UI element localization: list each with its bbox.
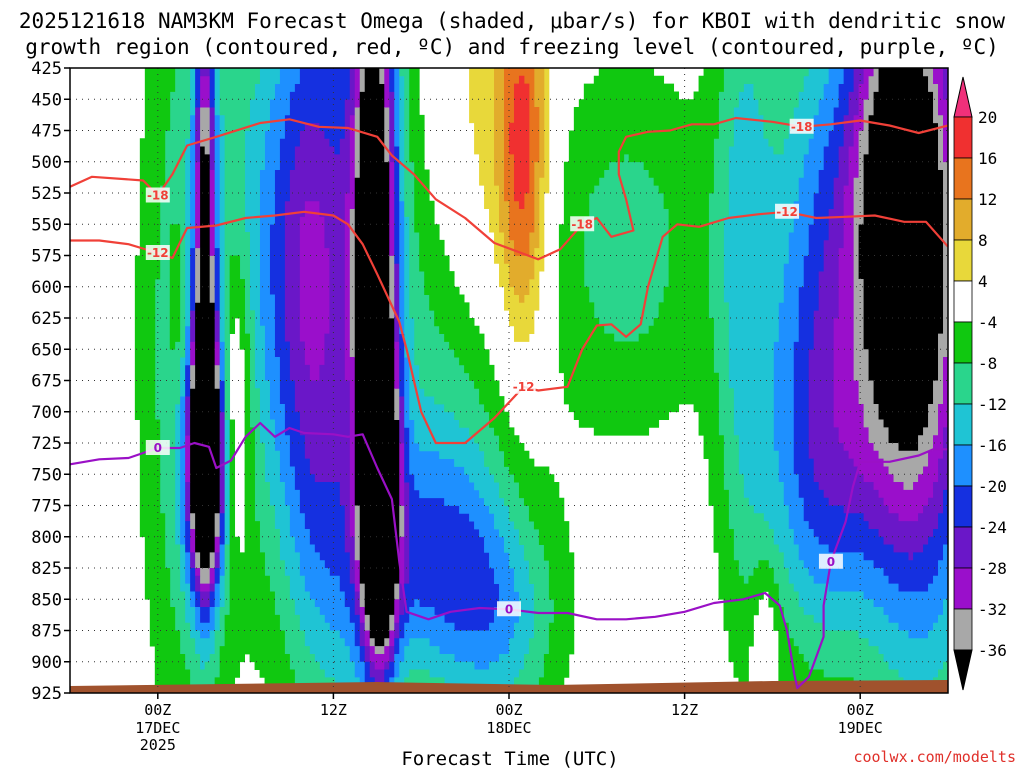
colorbar-label-11: -28 <box>978 559 1007 578</box>
omega-bin-3 <box>184 68 949 686</box>
x-tick-label-12: 12Z <box>320 701 347 719</box>
colorbar-label-3: 8 <box>978 231 988 250</box>
y-tick-label-750: 750 <box>31 465 62 485</box>
omega-bin-0 <box>189 68 944 647</box>
isotherm-0-label-2: 0 <box>827 555 835 569</box>
isotherm--12-label-bg-1 <box>511 378 536 394</box>
y-tick-label-650: 650 <box>31 340 62 360</box>
colorbar-bin-5 <box>953 444 973 487</box>
isotherm-0-label-1: 0 <box>505 602 513 616</box>
y-tick-label-925: 925 <box>31 684 62 704</box>
colorbar-bin-13 <box>953 116 973 159</box>
omega-bin-7 <box>154 68 949 694</box>
y-tick-label-700: 700 <box>31 403 62 423</box>
colorbar-label-12: -32 <box>978 600 1007 619</box>
colorbar-bin-11 <box>953 198 973 241</box>
x-tick-date-24: 18DEC <box>486 719 531 737</box>
credit-link[interactable]: coolwx.com/modelts <box>853 748 1016 766</box>
isotherm-0-label-0: 0 <box>154 441 162 455</box>
omega-bin-13 <box>509 75 530 210</box>
isotherm--18-label-bg-1 <box>570 216 595 232</box>
y-tick-label-775: 775 <box>31 497 62 517</box>
y-tick-label-850: 850 <box>31 590 62 610</box>
colorbar-label-4: 4 <box>978 272 988 291</box>
colorbar-arrow-top <box>953 76 973 118</box>
y-tick-label-900: 900 <box>31 653 62 673</box>
omega-bin-11 <box>494 68 545 303</box>
y-tick-label-875: 875 <box>31 622 62 642</box>
y-tick-label-450: 450 <box>31 90 62 110</box>
isotherm-0-label-bg-2 <box>818 553 843 569</box>
x-tick-label-48: 00Z <box>847 701 874 719</box>
y-tick-label-475: 475 <box>31 122 62 142</box>
colorbar-label-6: -8 <box>978 354 997 373</box>
x-tick-label-36: 12Z <box>671 701 698 719</box>
title-line-1: 2025121618 NAM3KM Forecast Omega (shaded… <box>19 9 1006 33</box>
x-tick-label-24: 00Z <box>495 701 522 719</box>
colorbar-label-1: 16 <box>978 149 997 168</box>
colorbar-bin-1 <box>953 608 973 651</box>
isotherm--12-label-2: -12 <box>776 205 798 219</box>
colorbar: 20 16 12 8 4 -4 -8 -12 -16 -20 -24 -28 -32 -36 <box>953 76 1007 691</box>
colorbar-bin-10 <box>953 239 973 282</box>
omega-bin-4 <box>184 68 949 694</box>
x-tick-label-0: 00Z <box>144 701 171 719</box>
y-tick-label-825: 825 <box>31 559 62 579</box>
y-tick-label-425: 425 <box>31 59 62 79</box>
isotherm-contours: -18 -18 -18 -12 -12 -12 0 0 0 <box>69 116 949 690</box>
colorbar-label-13: -36 <box>978 641 1007 660</box>
isotherm--12-label-0: -12 <box>147 246 169 260</box>
x-tick-date-48: 19DEC <box>838 719 883 737</box>
colorbar-bin-8 <box>953 321 973 364</box>
y-tick-label-600: 600 <box>31 278 62 298</box>
isotherm--18-label-0: -18 <box>147 189 169 203</box>
colorbar-bin-4 <box>953 485 973 528</box>
y-tick-label-500: 500 <box>31 153 62 173</box>
colorbar-label-5: -4 <box>978 313 997 332</box>
colorbar-bin-6 <box>953 403 973 446</box>
omega-bin-10 <box>469 68 550 342</box>
colorbar-bin-2 <box>953 567 973 610</box>
isotherm--18-label-1: -18 <box>571 217 593 231</box>
x-axis-title: Forecast Time (UTC) <box>401 748 618 768</box>
y-tick-label-550: 550 <box>31 215 62 235</box>
y-tick-label-625: 625 <box>31 309 62 329</box>
x-tick-year-0: 2025 <box>140 736 176 754</box>
colorbar-label-0: 20 <box>978 108 997 127</box>
title-line-2: growth region (contoured, red, ºC) and f… <box>25 35 999 59</box>
y-tick-label-575: 575 <box>31 247 62 267</box>
colorbar-arrow-bottom <box>953 649 973 691</box>
colorbar-label-8: -16 <box>978 436 1007 455</box>
colorbar-label-7: -12 <box>978 395 1007 414</box>
colorbar-label-10: -24 <box>978 518 1007 537</box>
y-tick-label-525: 525 <box>31 184 62 204</box>
isotherm--18-label-2: -18 <box>791 120 813 134</box>
colorbar-bin-7 <box>953 362 973 405</box>
isotherm--12-label-1: -12 <box>513 380 535 394</box>
isotherm--18-label-bg-0 <box>145 187 170 203</box>
y-tick-label-725: 725 <box>31 434 62 454</box>
isotherm--18-label-bg-2 <box>789 118 814 134</box>
x-tick-date-0: 17DEC <box>135 719 180 737</box>
colorbar-bin-12 <box>953 157 973 200</box>
isotherm--12-label-bg-2 <box>775 203 800 219</box>
gridlines <box>70 68 948 693</box>
isotherm--12-label-bg-0 <box>145 245 170 260</box>
isotherm-0-label-bg-0 <box>145 440 170 455</box>
colorbar-label-2: 12 <box>978 190 997 209</box>
colorbar-label-9: -20 <box>978 477 1007 496</box>
colorbar-bin-9 <box>953 280 973 323</box>
y-tick-label-675: 675 <box>31 372 62 392</box>
colorbar-bin-3 <box>953 526 973 569</box>
omega-bin-12 <box>504 68 540 256</box>
pressure-axis: 425 450 475 500 525 550 575 600 625 650 675 700 725 7… <box>31 59 70 704</box>
y-tick-label-800: 800 <box>31 528 62 548</box>
isotherm-0-label-bg-1 <box>497 601 521 617</box>
